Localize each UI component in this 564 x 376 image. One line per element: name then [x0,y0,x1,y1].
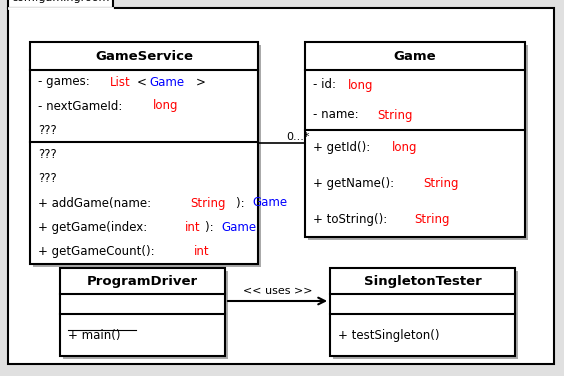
Text: ???: ??? [38,172,57,185]
Text: Game: Game [394,50,437,62]
Text: - games:: - games: [38,76,94,88]
Text: + getId():: + getId(): [313,141,374,154]
Text: ???: ??? [38,148,57,161]
Text: com.gamingroom: com.gamingroom [11,0,109,3]
Text: String: String [423,177,459,190]
Bar [305,42,525,237]
Text: ):: ): [236,197,248,209]
Text: int: int [195,245,210,258]
Text: long: long [152,100,178,112]
Bar [33,45,261,267]
Text: GameService: GameService [95,50,193,62]
Text: + getName():: + getName(): [313,177,398,190]
Text: - id:: - id: [313,79,340,91]
Text: << uses >>: << uses >> [243,286,312,296]
Text: - nextGameId:: - nextGameId: [38,100,126,112]
Text: String: String [190,197,225,209]
Text: >: > [196,76,205,88]
Text: Game: Game [150,76,185,88]
Bar [60,268,225,356]
Bar [330,268,515,356]
Text: long: long [392,141,418,154]
Text: Game: Game [252,197,287,209]
Text: <: < [137,76,147,88]
Bar [333,271,518,359]
Text: ProgramDriver: ProgramDriver [87,274,198,288]
Text: String: String [377,109,413,121]
Text: + getGameCount():: + getGameCount(): [38,245,158,258]
Text: Game: Game [221,221,256,234]
Text: - name:: - name: [313,109,363,121]
Text: + getGame(index:: + getGame(index: [38,221,151,234]
Bar [8,0,113,8]
Text: String: String [415,213,450,226]
Text: ):: ): [205,221,217,234]
Text: long: long [348,79,373,91]
Bar [308,45,528,240]
Text: + toString():: + toString(): [313,213,391,226]
Text: + addGame(name:: + addGame(name: [38,197,155,209]
Text: ???: ??? [38,123,57,136]
Bar [30,42,258,264]
Text: List: List [110,76,131,88]
Bar [63,271,228,359]
Text: 0...*: 0...* [287,132,310,142]
Text: SingletonTester: SingletonTester [364,274,482,288]
Text: int: int [185,221,200,234]
Text: + main(): + main() [68,329,121,341]
Text: + testSingleton(): + testSingleton() [338,329,439,341]
